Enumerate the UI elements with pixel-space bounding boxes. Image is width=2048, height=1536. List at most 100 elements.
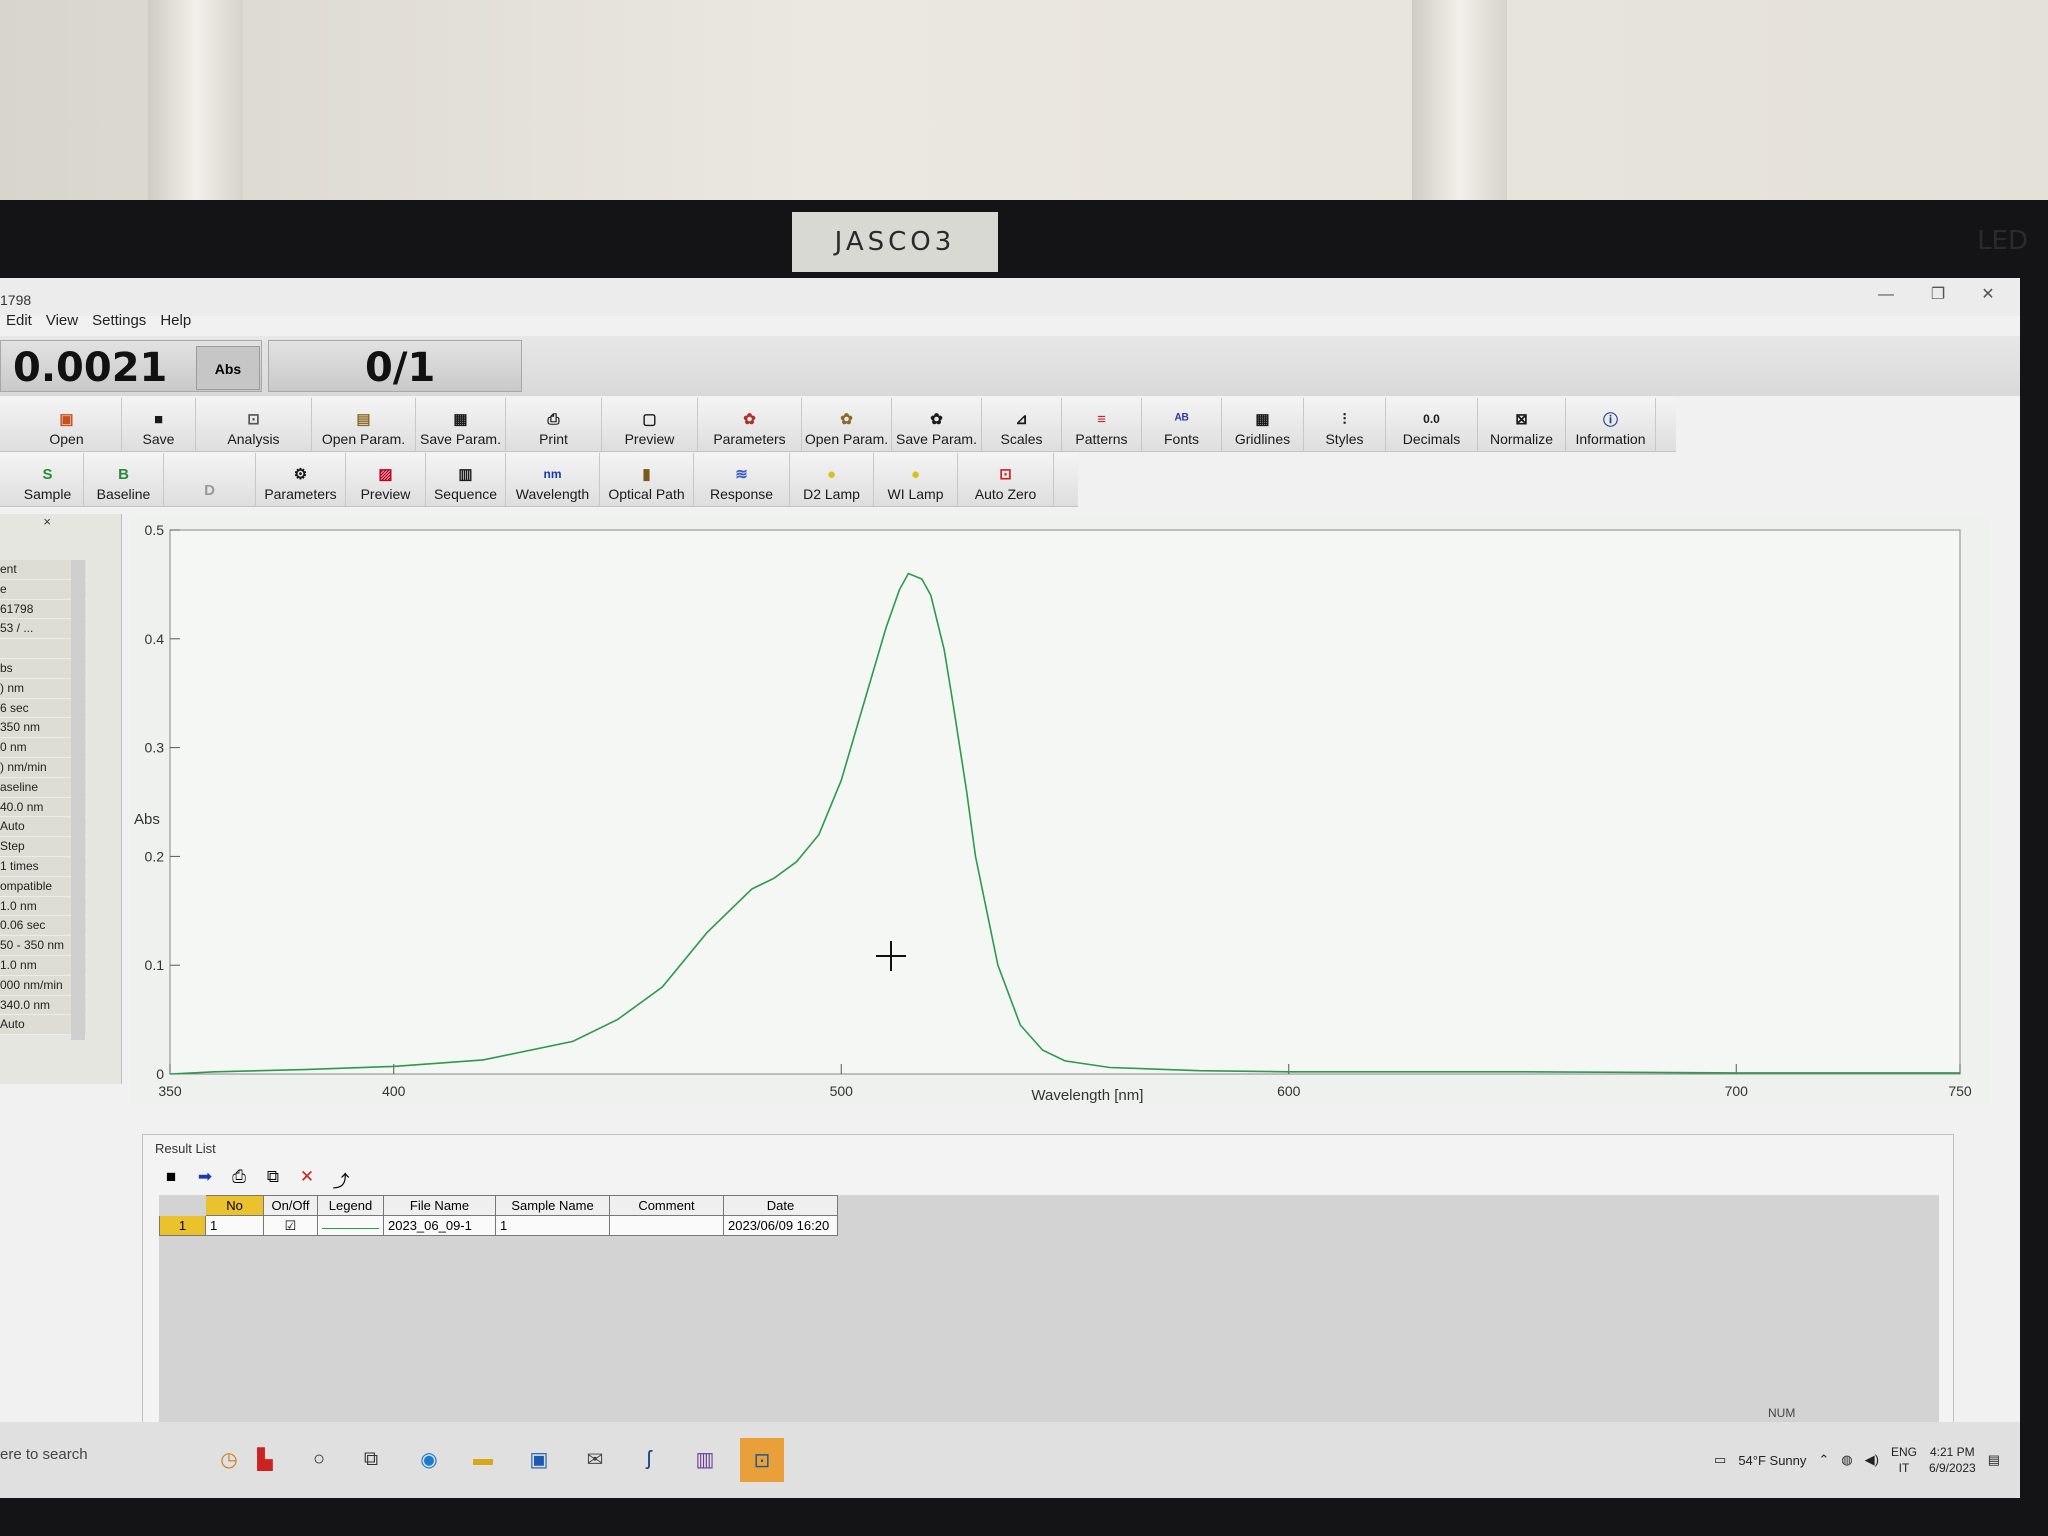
- sample-button[interactable]: S Sample: [0, 453, 84, 506]
- parameter-row[interactable]: Auto: [0, 1015, 86, 1036]
- preview-button[interactable]: ▢ Preview: [602, 398, 698, 451]
- parameter-row[interactable]: 40.0 nm: [0, 797, 86, 818]
- parameter-row[interactable]: bs: [0, 658, 86, 679]
- information-button[interactable]: ⓘ Information: [1566, 398, 1656, 451]
- menu-help[interactable]: Help: [160, 312, 192, 329]
- column-sample-name[interactable]: Sample Name: [495, 1195, 610, 1216]
- edge-icon[interactable]: ◉: [420, 1448, 438, 1471]
- column-file-name[interactable]: File Name: [383, 1195, 496, 1216]
- analysis-app-icon[interactable]: ▥: [695, 1448, 715, 1471]
- volume-icon[interactable]: ◀): [1864, 1452, 1879, 1467]
- parameter-row[interactable]: 53 / ...: [0, 619, 86, 640]
- measure-preview-button[interactable]: ▨ Preview: [346, 453, 426, 506]
- parameter-row[interactable]: ent: [0, 560, 86, 580]
- network-icon[interactable]: ◍: [1841, 1452, 1853, 1467]
- row-header[interactable]: 1: [159, 1215, 206, 1236]
- scales-button[interactable]: ⊿ Scales: [982, 398, 1062, 451]
- parameter-row[interactable]: ) nm/min: [0, 757, 86, 778]
- column-legend[interactable]: Legend: [317, 1195, 384, 1216]
- menu-edit[interactable]: Edit: [6, 312, 32, 329]
- wi-lamp-button[interactable]: ● WI Lamp: [874, 453, 958, 506]
- parameter-row[interactable]: 50 - 350 nm: [0, 936, 86, 956]
- spectrum-chart[interactable]: 0 0.1 0.2 0.3 0.4 0.5 350 400 500 600 700 750 Abs Wav…: [130, 514, 1990, 1104]
- store-icon[interactable]: ▣: [529, 1448, 549, 1471]
- parameter-row[interactable]: 1 times: [0, 856, 86, 877]
- arrow-right-icon[interactable]: ➡: [197, 1167, 213, 1186]
- parameter-row[interactable]: 0 nm: [0, 738, 86, 758]
- onoff-checkbox[interactable]: ☑: [263, 1215, 318, 1236]
- scales-icon: ⊿: [1015, 411, 1028, 428]
- optical-path-button[interactable]: ▮ Optical Path: [600, 453, 694, 506]
- print-icon[interactable]: ⎙: [232, 1167, 246, 1186]
- gift-app-icon[interactable]: ▙: [257, 1448, 273, 1471]
- parameter-row[interactable]: 350 nm: [0, 718, 86, 739]
- delete-icon[interactable]: ✕: [299, 1167, 315, 1186]
- floppy-save-icon[interactable]: ■: [165, 1167, 177, 1186]
- gridlines-button[interactable]: ▦ Gridlines: [1222, 398, 1304, 451]
- column-comment[interactable]: Comment: [609, 1195, 724, 1216]
- save-button[interactable]: ■ Save: [122, 398, 196, 451]
- open-param-button[interactable]: ▤ Open Param.: [312, 398, 416, 451]
- column-date[interactable]: Date: [723, 1195, 838, 1216]
- export-icon[interactable]: ⤴: [332, 1172, 350, 1191]
- parameter-row[interactable]: 6 sec: [0, 698, 86, 719]
- parameter-row[interactable]: Auto: [0, 817, 86, 838]
- disabled-button[interactable]: D: [164, 453, 256, 506]
- save-param-button-2[interactable]: ✿ Save Param.: [892, 398, 982, 451]
- parameter-row[interactable]: Step: [0, 837, 86, 857]
- print-button[interactable]: ⎙ Print: [506, 398, 602, 451]
- sequence-button[interactable]: ▥ Sequence: [426, 453, 506, 506]
- normalize-button[interactable]: ⊠ Normalize: [1478, 398, 1566, 451]
- auto-zero-button[interactable]: ⊡ Auto Zero: [958, 453, 1054, 506]
- taskbar-search[interactable]: ere to search: [0, 1446, 88, 1463]
- parameter-row[interactable]: e: [0, 579, 86, 600]
- menu-settings[interactable]: Settings: [92, 312, 147, 329]
- styles-button[interactable]: ⫶ Styles: [1304, 398, 1386, 451]
- save-param-button[interactable]: ▦ Save Param.: [416, 398, 506, 451]
- d2-lamp-button[interactable]: ● D2 Lamp: [790, 453, 874, 506]
- panel-close-icon[interactable]: ×: [43, 514, 51, 529]
- parameter-row[interactable]: 000 nm/min: [0, 975, 86, 996]
- language-indicator[interactable]: ENG IT: [1891, 1444, 1917, 1476]
- file-explorer-icon[interactable]: ▬: [473, 1447, 493, 1470]
- mail-icon[interactable]: ✉: [586, 1448, 604, 1471]
- measurement-app-icon[interactable]: ⊡: [740, 1438, 784, 1482]
- weather-text[interactable]: 54°F Sunny: [1738, 1452, 1807, 1468]
- parameter-scrollbar[interactable]: [71, 560, 85, 1040]
- copy-icon[interactable]: ⧉: [266, 1167, 280, 1186]
- open-button[interactable]: ▣ Open: [0, 398, 122, 451]
- parameter-row[interactable]: ompatible: [0, 876, 86, 897]
- parameter-row[interactable]: 1.0 nm: [0, 955, 86, 976]
- column-no[interactable]: No: [205, 1195, 264, 1216]
- clock[interactable]: 4:21 PM 6/9/2023: [1929, 1444, 1976, 1476]
- task-view-icon[interactable]: ⧉: [363, 1447, 379, 1470]
- chevron-up-icon[interactable]: ⌃: [1818, 1452, 1830, 1467]
- fonts-button[interactable]: ᴬᴮ Fonts: [1142, 398, 1222, 451]
- column-onoff[interactable]: On/Off: [263, 1195, 318, 1216]
- response-button[interactable]: ≋ Response: [694, 453, 790, 506]
- clock-app-icon[interactable]: ◷: [220, 1448, 238, 1471]
- parameter-row[interactable]: 61798: [0, 599, 86, 620]
- decimals-button[interactable]: 0.0 Decimals: [1386, 398, 1478, 451]
- parameter-row[interactable]: 0.06 sec: [0, 916, 86, 937]
- baseline-button[interactable]: B Baseline: [84, 453, 164, 506]
- parameter-row[interactable]: 1.0 nm: [0, 896, 86, 917]
- parameter-row[interactable]: aseline: [0, 777, 86, 798]
- spectra-manager-icon[interactable]: ʃ: [646, 1447, 652, 1470]
- cortana-icon[interactable]: ○: [312, 1447, 326, 1470]
- restore-icon[interactable]: ❐: [1930, 286, 1946, 303]
- measure-parameters-button[interactable]: ⚙ Parameters: [256, 453, 346, 506]
- notification-icon[interactable]: ▤: [1987, 1452, 2000, 1467]
- minimize-icon[interactable]: —: [1878, 286, 1894, 303]
- analysis-button[interactable]: ⊡ Analysis: [196, 398, 312, 451]
- wavelength-button[interactable]: nm Wavelength: [506, 453, 600, 506]
- menu-view[interactable]: View: [45, 312, 79, 329]
- parameter-row[interactable]: [0, 639, 86, 659]
- parameter-row[interactable]: 340.0 nm: [0, 995, 86, 1016]
- patterns-button[interactable]: ≡ Patterns: [1062, 398, 1142, 451]
- table-row[interactable]: 1 1 ☑ 2023_06_09-1 1 2023/06/09 16:20: [159, 1215, 838, 1236]
- parameter-row[interactable]: ) nm: [0, 678, 86, 699]
- parameters-button[interactable]: ✿ Parameters: [698, 398, 802, 451]
- close-icon[interactable]: ✕: [1981, 286, 1995, 303]
- open-param-button-2[interactable]: ✿ Open Param.: [802, 398, 892, 451]
